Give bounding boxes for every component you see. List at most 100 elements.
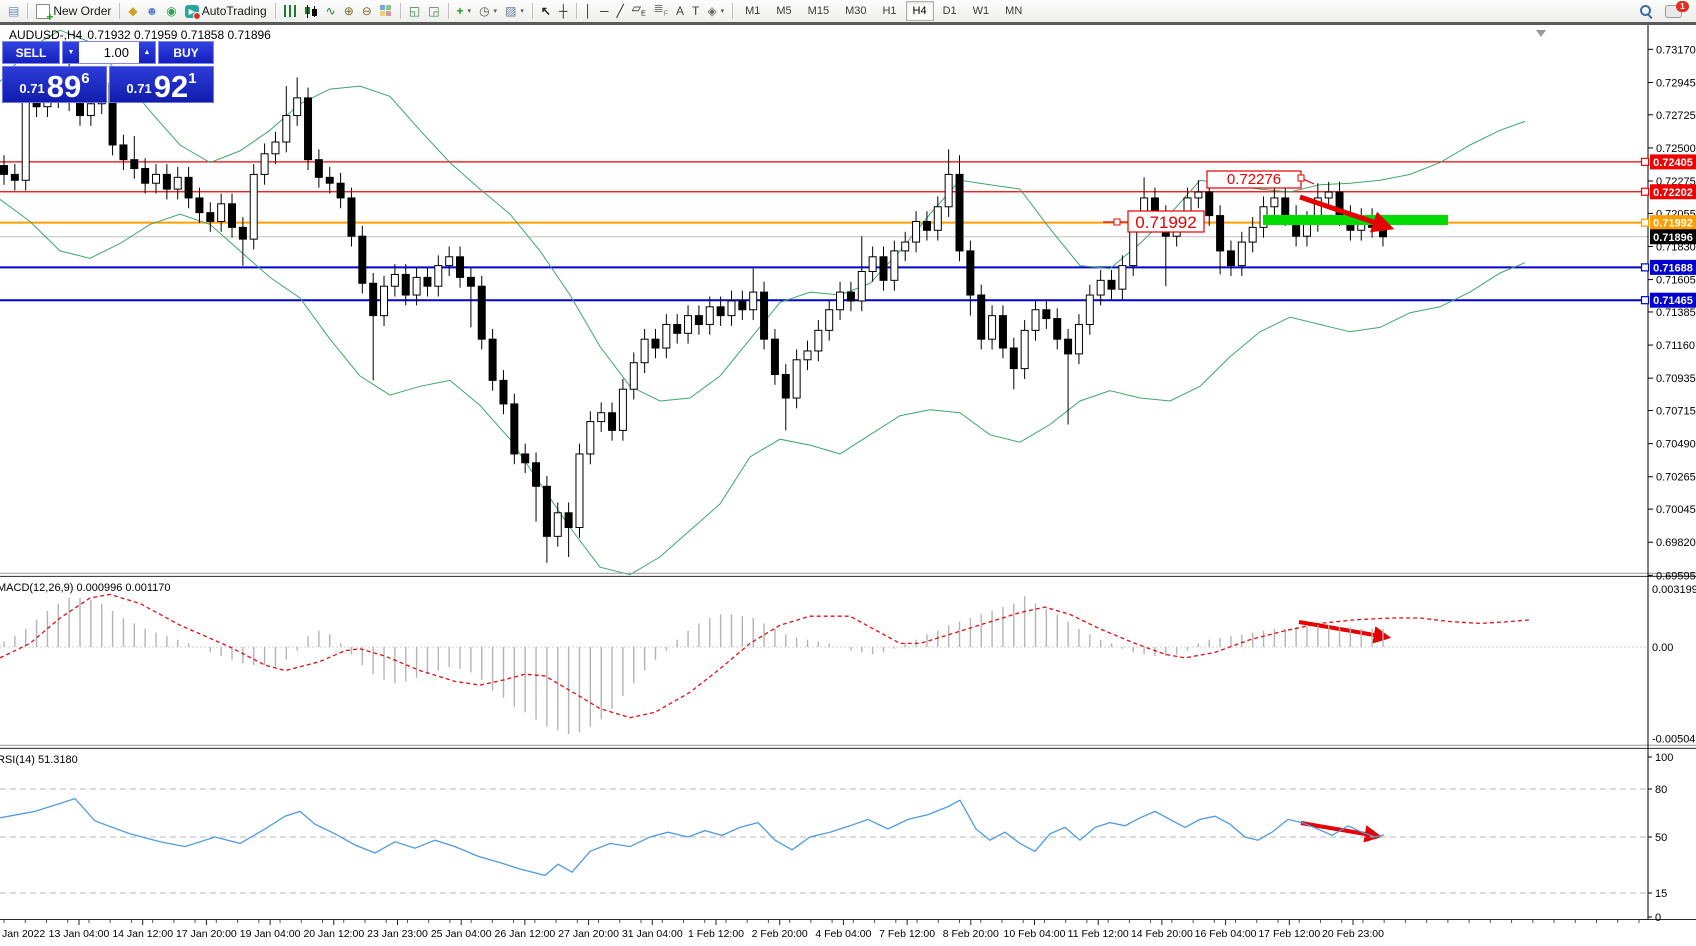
rsi-scale-label: 15: [1655, 888, 1667, 900]
timeframe-button-h1[interactable]: H1: [882, 5, 897, 17]
price-tick-label: 0.71160: [1656, 340, 1695, 352]
price-annotation-label[interactable]: 0.72276: [1206, 170, 1315, 189]
fibonacci-icon[interactable]: ≣F: [650, 0, 672, 22]
zoom-out-icon: ⊖: [361, 4, 372, 18]
volume-stepper[interactable]: ▼ 1.00 ▲: [62, 41, 156, 64]
indicator-list-icon: ◱: [408, 4, 421, 18]
signals-icon[interactable]: ◉: [162, 3, 180, 19]
tile-windows-icon[interactable]: [376, 4, 396, 18]
svg-text:0.71688: 0.71688: [1653, 262, 1693, 274]
timeframe-button-m5[interactable]: M5: [776, 5, 792, 17]
macd-pane[interactable]: MACD(12,26,9) 0.000996 0.001170: [0, 582, 1648, 735]
line-chart-icon[interactable]: ∿: [322, 3, 340, 19]
channel-icon[interactable]: ▱E: [628, 0, 650, 22]
candlestick-chart-icon: [303, 4, 318, 18]
sell-button[interactable]: SELL: [2, 41, 60, 64]
rsi-scale-label: 0: [1655, 912, 1661, 924]
publisher-icon[interactable]: ☻: [142, 3, 163, 19]
hline-icon[interactable]: ─: [596, 3, 613, 19]
green-highlight-band[interactable]: [1263, 215, 1448, 225]
indicator-window-icon[interactable]: ◲: [424, 3, 443, 19]
signals-icon: ◉: [166, 4, 177, 18]
svg-text:0.72202: 0.72202: [1653, 187, 1693, 199]
time-tick-label: 27 Jan 20:00: [558, 928, 619, 940]
timeframe-button-m15[interactable]: M15: [807, 5, 830, 17]
one-click-trading-panel: SELL ▼ 1.00 ▲ BUY 0.71 89 6 0.71 92 1: [2, 41, 214, 103]
toolbar-separator: [27, 3, 29, 19]
crosshair-icon[interactable]: ┼: [555, 3, 572, 19]
macd-signal-line: [0, 593, 1531, 719]
red-trend-arrow[interactable]: [1298, 620, 1392, 644]
bar-chart-icon[interactable]: [280, 4, 300, 18]
tile-windows-icon: [379, 5, 392, 17]
toolbar-separator: [274, 3, 276, 19]
dropdown-arrow-icon[interactable]: ▾: [493, 8, 498, 15]
symbol-period-label: AUDUSD-,H4: [9, 28, 83, 42]
vline-icon[interactable]: │: [581, 3, 597, 19]
timeframe-button-mn[interactable]: MN: [1005, 5, 1023, 17]
timeframe-button-d1[interactable]: D1: [942, 5, 957, 17]
timeframe-button-m1[interactable]: M1: [745, 5, 761, 17]
search-icon[interactable]: [1636, 4, 1661, 19]
buy-price-button[interactable]: 0.71 92 1: [109, 66, 214, 103]
chart-annotations[interactable]: 0.72276 0.71992: [1103, 30, 1546, 843]
template-icon[interactable]: ▨ ▾: [501, 3, 528, 19]
buy-price-digits: 92: [153, 68, 189, 104]
price-tick-label: 0.70265: [1656, 472, 1696, 484]
price-annotation-label[interactable]: 0.71992: [1103, 210, 1205, 233]
text-icon[interactable]: A: [672, 3, 688, 19]
chart-canvas[interactable]: 0.72276 0.71992 MACD(12,26,9) 0.000996 0.0…: [0, 25, 1696, 946]
period-icon[interactable]: ◷ ▾: [475, 3, 501, 19]
bollinger-lower-line[interactable]: [0, 198, 1526, 576]
volume-increase-button[interactable]: ▲: [139, 42, 155, 63]
main-chart-pane[interactable]: [0, 29, 1648, 576]
deposit-icon[interactable]: ◆: [124, 3, 141, 19]
add-indicator-icon[interactable]: + ▾: [453, 3, 476, 19]
toolbar-separator: [732, 3, 734, 19]
price-tick-label: 0.73170: [1656, 44, 1696, 56]
volume-input[interactable]: 1.00: [103, 45, 129, 60]
red-trend-arrow[interactable]: [1299, 194, 1395, 233]
dropdown-arrow-icon[interactable]: ▾: [720, 8, 725, 15]
ohlc-values: 0.71932 0.71959 0.71858 0.71896: [87, 28, 271, 42]
price-tick-label: 0.70935: [1656, 373, 1696, 385]
time-axis[interactable]: Jan 2022 13 Jan 04:00 14 Jan 12:00 17 Jan 2…: [2, 920, 1640, 940]
channel-icon: ▱E: [631, 0, 646, 18]
time-tick-label: 20 Jan 12:00: [303, 928, 364, 940]
zoom-in-icon[interactable]: ⊕: [340, 3, 358, 19]
candles[interactable]: [0, 50, 1387, 563]
rsi-pane[interactable]: RSI(14) 51.3180: [0, 754, 1648, 894]
buy-price-prefix: 0.71: [126, 81, 152, 96]
price-axis[interactable]: 0.731700.729450.727250.725000.722750.720…: [1640, 25, 1696, 924]
dropdown-arrow-icon[interactable]: ▾: [467, 8, 472, 15]
toolbar: ▤New Order◆☻◉▶AutoTrading∿⊕⊖◱◲+▾◷▾▨▾↖┼│─…: [0, 0, 1696, 25]
cursor-icon[interactable]: ↖: [537, 3, 555, 19]
notifications-icon[interactable]: 1: [1661, 0, 1696, 19]
dropdown-arrow-icon[interactable]: ▾: [520, 8, 524, 15]
timeframe-button-w1[interactable]: W1: [972, 5, 990, 17]
period-icon: ◷: [479, 4, 490, 18]
buy-button[interactable]: BUY: [158, 41, 214, 64]
candlestick-chart-icon[interactable]: [300, 4, 322, 19]
volume-decrease-button[interactable]: ▼: [63, 42, 79, 63]
zoom-out-icon[interactable]: ⊖: [358, 3, 376, 19]
timeframe-button-h4[interactable]: H4: [905, 1, 934, 21]
timeframe-button-m30[interactable]: M30: [845, 5, 867, 17]
chart-shift-marker[interactable]: [1536, 30, 1546, 37]
indicator-list-icon[interactable]: ◱: [405, 3, 424, 19]
add-indicator-icon: +: [456, 4, 464, 18]
bar-chart-icon: [283, 5, 296, 17]
rsi-scale-label: 100: [1655, 752, 1673, 764]
autotrading-button[interactable]: ▶ AutoTrading: [181, 3, 271, 20]
chart-window-icon[interactable]: ▤: [4, 3, 23, 19]
sell-price-button[interactable]: 0.71 89 6: [2, 66, 107, 103]
label-icon[interactable]: T: [688, 3, 703, 19]
price-tick-label: 0.72500: [1656, 143, 1696, 155]
new-order-button-label: New Order: [53, 4, 112, 18]
sell-price-digits: 89: [46, 68, 82, 104]
shapes-icon[interactable]: ◈ ▾: [703, 3, 728, 19]
new-order-button[interactable]: New Order: [32, 3, 115, 24]
trendline-icon[interactable]: ╱: [613, 3, 628, 19]
deposit-icon: ◆: [128, 4, 138, 18]
red-trend-arrow[interactable]: [1300, 821, 1383, 843]
